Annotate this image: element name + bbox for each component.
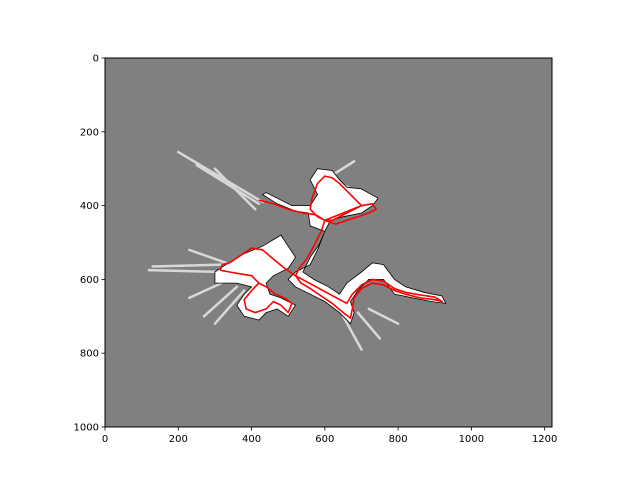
x-tick-label: 0 [102, 434, 108, 445]
laser-ray [341, 315, 363, 351]
laser-ray [147, 268, 224, 274]
y-tick-label: 600 [80, 275, 99, 286]
laser-ray [367, 307, 400, 325]
x-tick-label: 800 [389, 434, 408, 445]
axes-background [105, 58, 552, 427]
free-space-region [261, 168, 447, 325]
laser-ray [177, 150, 264, 204]
laser-ray [356, 311, 382, 340]
y-tick-label: 400 [80, 201, 99, 212]
trajectory-layer [219, 175, 443, 319]
x-tick-label: 400 [242, 434, 261, 445]
x-tick-label: 1000 [459, 434, 484, 445]
laser-ray [151, 263, 224, 268]
y-tick-label: 0 [93, 54, 99, 65]
laser-ray [202, 285, 239, 318]
y-tick-label: 1000 [74, 423, 99, 434]
x-tick-label: 200 [169, 434, 188, 445]
laser-ray [195, 163, 261, 206]
occupancy-map [147, 150, 447, 351]
free-space-region [214, 234, 297, 321]
y-axis: 0 200 400 600 800 1000 [74, 54, 105, 434]
y-tick-label: 800 [80, 349, 99, 360]
x-axis: 0 200 400 600 800 1000 1200 [102, 427, 557, 445]
robot-trajectory [219, 175, 443, 319]
laser-ray [213, 289, 246, 325]
x-tick-label: 1200 [532, 434, 557, 445]
axes-frame [104, 57, 553, 428]
x-tick-label: 600 [315, 434, 334, 445]
laser-ray [213, 167, 257, 211]
laser-ray [188, 248, 228, 265]
y-tick-label: 200 [80, 127, 99, 138]
